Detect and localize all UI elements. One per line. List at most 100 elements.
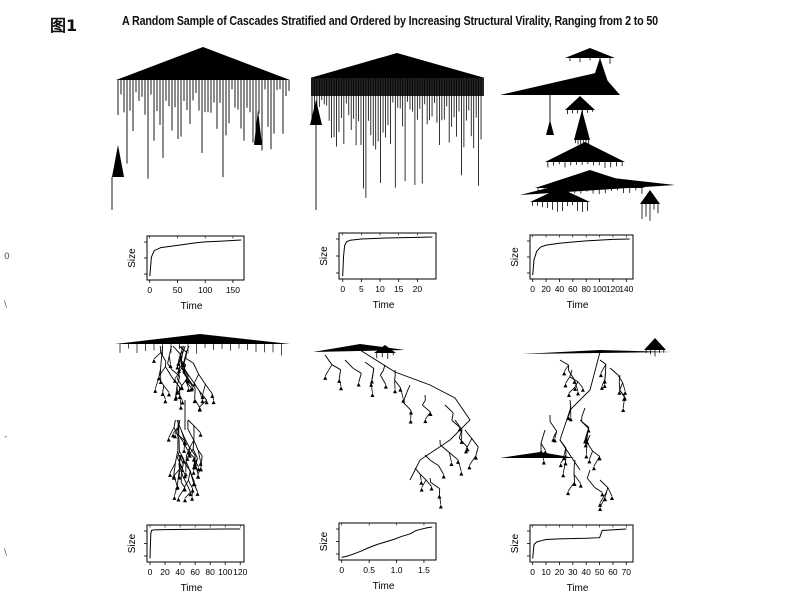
cascade-fan (574, 110, 590, 148)
fan-shape (374, 345, 396, 353)
cascade-edge (600, 364, 607, 374)
leaf-node (566, 491, 571, 496)
x-tick-label: 0 (530, 567, 535, 577)
cascade-edge (199, 399, 207, 408)
leaf-node (192, 399, 197, 404)
sub-fan (310, 100, 322, 125)
cascade-branch (153, 345, 171, 404)
growth-plot: 0 0.5 1.0 1.5 Time Size (319, 522, 437, 592)
cascade-edge (358, 373, 362, 383)
leaf-node (603, 497, 608, 502)
leaf-node (176, 368, 181, 373)
cascade-branch (563, 369, 585, 398)
cascade-edge (604, 491, 608, 498)
cascade-edge (176, 378, 183, 387)
cascade-edge (177, 450, 180, 459)
cascade-edge (194, 398, 201, 408)
leaf-node (198, 432, 203, 437)
cascade-edge (609, 367, 619, 375)
cascade-edge (182, 364, 187, 373)
cascade-edge (184, 463, 191, 471)
x-tick-label: 60 (190, 567, 200, 577)
x-tick-label: 60 (608, 567, 618, 577)
cascade-branch (584, 434, 602, 471)
figure-title: A Random Sample of Cascades Stratified a… (122, 14, 658, 28)
series-line (149, 528, 241, 559)
x-tick-label: 40 (555, 284, 565, 294)
leaf-node (191, 482, 196, 487)
fan-shape (565, 96, 595, 110)
cascade-edge (618, 374, 621, 382)
cascade-branch (439, 439, 464, 476)
cascade-edge (188, 446, 196, 456)
leaf-node (383, 384, 388, 389)
cascade-edge (439, 444, 450, 453)
margin-mark: \ (4, 300, 8, 310)
x-tick-label: 140 (619, 284, 633, 294)
x-tick-label: 150 (226, 285, 240, 295)
cascade-edge (198, 390, 208, 401)
cascade-edge (180, 361, 187, 372)
leaf-node (369, 382, 374, 387)
cascade-edge (189, 470, 195, 483)
y-axis-label: Size (510, 533, 521, 553)
cascade-edge (200, 455, 203, 468)
cascade-edge (552, 431, 558, 438)
hub-fan (116, 47, 290, 80)
leaf-node (177, 475, 182, 480)
cascade-edge (187, 448, 194, 458)
x-tick-label: 80 (205, 567, 215, 577)
leaf-node (623, 390, 628, 395)
sub-fan (254, 110, 262, 145)
cascade-edge (475, 446, 479, 456)
hub-fan (310, 53, 485, 78)
cascade-edge (586, 434, 591, 443)
cascade-edge (181, 377, 188, 387)
cascade-edge (599, 479, 609, 488)
fan-shape (640, 190, 660, 204)
cascade-edge (173, 419, 176, 428)
cascade-edge (577, 381, 584, 388)
leaf-node (572, 379, 577, 384)
cascade-edge (569, 376, 579, 383)
cascade-fan (545, 142, 625, 168)
leaf-node (578, 483, 583, 488)
cascade-edge (540, 443, 546, 451)
cascade-edge (370, 377, 373, 383)
growth-plot: 0 50 100 150 Time Size (127, 235, 245, 312)
cascade-edge (573, 474, 582, 484)
x-tick-label: 120 (606, 284, 620, 294)
x-tick-label: 0 (339, 565, 344, 575)
leaf-node (186, 379, 191, 384)
leaf-node (551, 437, 556, 442)
cascade-edge (448, 452, 459, 461)
cascade-edge (168, 355, 171, 365)
series-line (342, 236, 433, 277)
cascade-tree-4 (115, 334, 290, 503)
cascade-edge (187, 428, 195, 441)
cascade-edge (604, 373, 606, 380)
cascade-edge (174, 450, 179, 463)
leaf-node (197, 406, 202, 411)
cascade-edge (379, 374, 387, 385)
leaf-node (459, 439, 464, 444)
leaf-node (449, 461, 454, 466)
cascade-edge (606, 487, 609, 492)
leaf-node (156, 376, 161, 381)
cascade-edge (469, 455, 477, 466)
x-tick-label: 0 (148, 567, 153, 577)
cascade-edge (324, 364, 333, 377)
x-tick-label: 10 (541, 567, 551, 577)
x-tick-label: 80 (581, 284, 591, 294)
x-tick-label: 5 (359, 284, 364, 294)
cascade-edge (585, 442, 588, 455)
cascade-branch (444, 404, 462, 432)
cascade-branch (429, 477, 443, 509)
cascade-edge (180, 359, 186, 366)
leaf-node (175, 365, 180, 370)
leaf-node (541, 460, 546, 465)
cascade-edge (192, 381, 200, 392)
leaf-node (598, 373, 603, 378)
cascade-edge (161, 345, 164, 352)
